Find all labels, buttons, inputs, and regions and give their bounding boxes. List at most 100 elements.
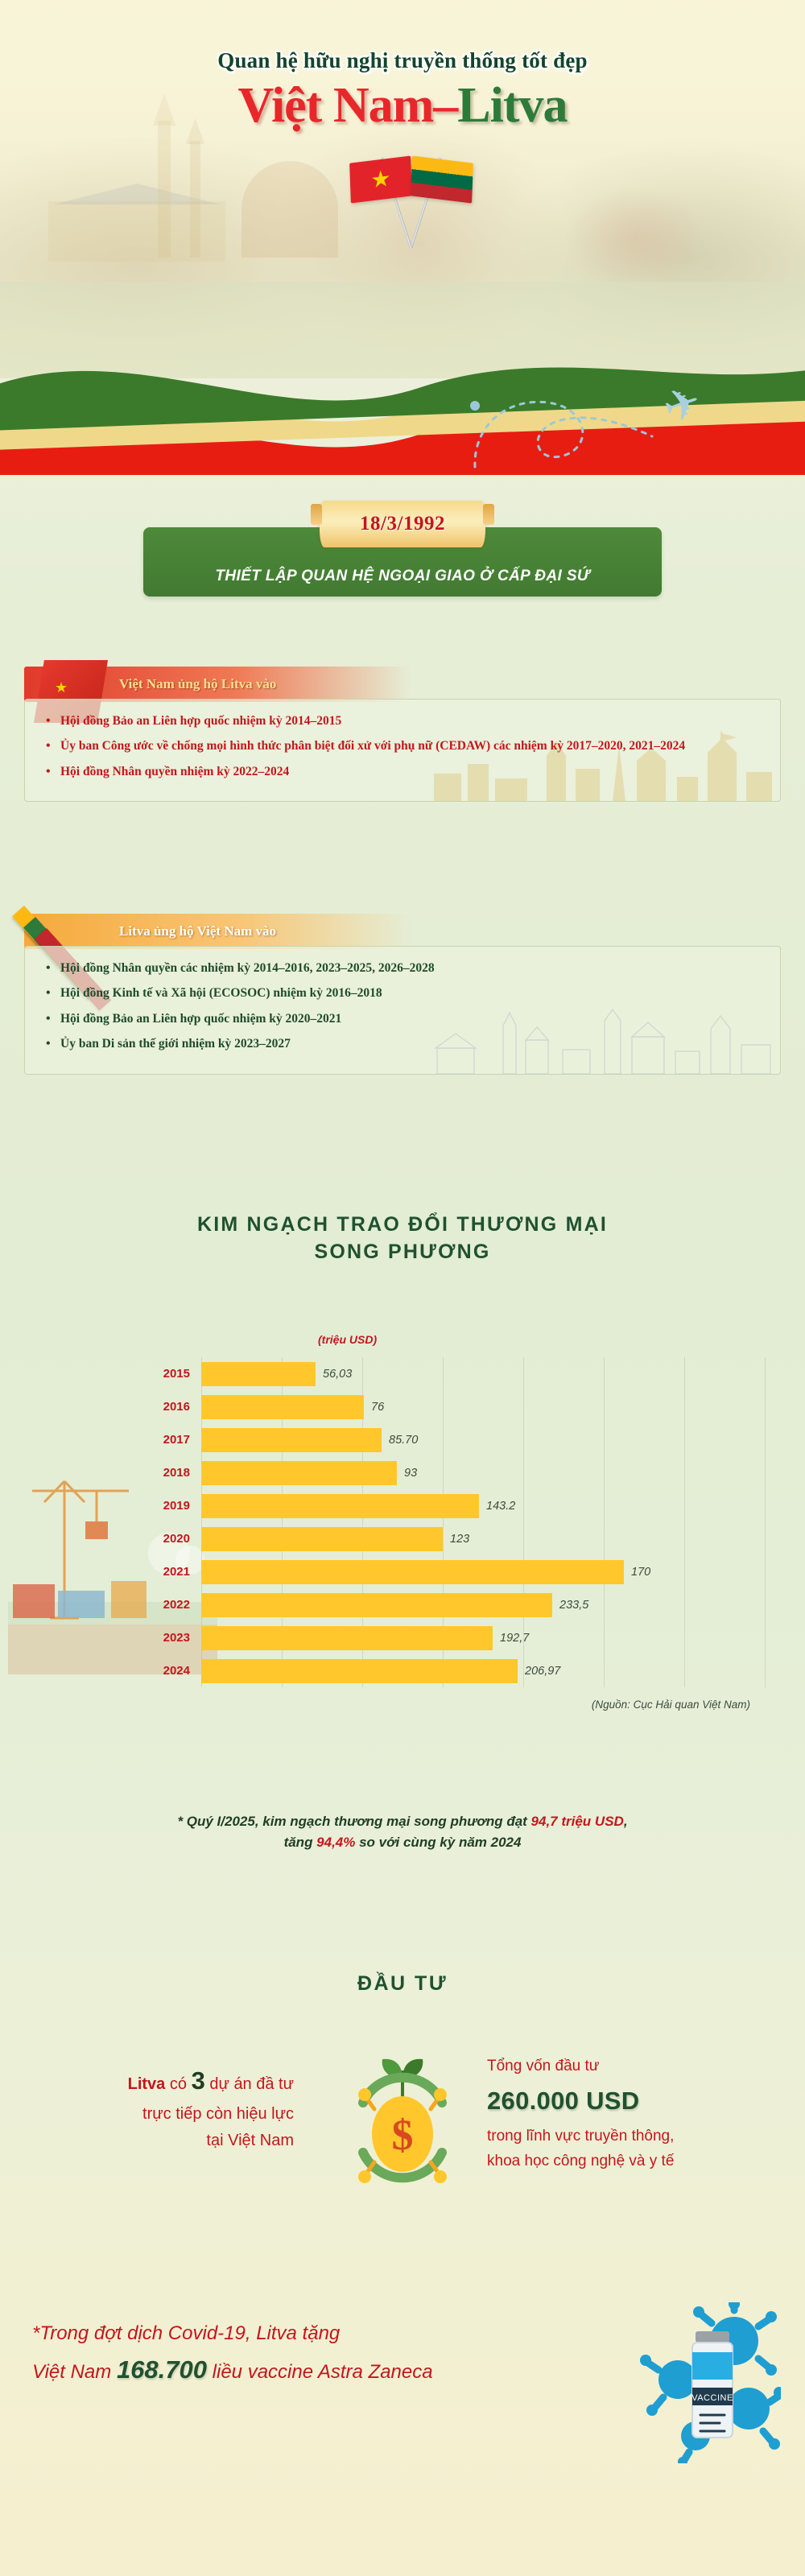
investment-left-line2: trực tiếp còn hiệu lực [142,2105,294,2124]
investment-right-text: Tổng vốn đầu tư 260.000 USD trong lĩnh v… [487,2054,777,2174]
chart-value-label: 170 [631,1565,651,1579]
vaccine-dose-count: 168.700 [116,2355,207,2384]
hero-title-lithuania: Litva [457,78,568,133]
hero-title-dash: – [433,78,458,133]
chart-year-label: 2016 [163,1400,190,1414]
chart-bar [201,1460,397,1485]
investment-heading: ĐẦU TƯ [357,1972,448,1995]
hero-kicker: Quan hệ hữu nghị truyền thống tốt đẹp [217,48,588,72]
chart-bar-row: 2024 206,97 [0,1654,805,1687]
card-list-vietnam: Hội đồng Bảo an Liên hợp quốc nhiệm kỳ 2… [46,712,762,782]
investment-right-line1: Tổng vốn đầu tư [487,2058,600,2074]
chart-bar-row: 2021 170 [0,1555,805,1588]
note-line1-part1: * Quý I/2025, kim ngạch thương mại song … [177,1814,531,1829]
chart-year-label: 2015 [163,1367,190,1381]
chart-year-label: 2021 [163,1565,190,1579]
chart-bar [201,1493,479,1518]
tricolor-wave-divider [0,322,805,475]
chart-bar [201,1658,518,1683]
chart-gridlines [201,1357,766,1687]
card-body-lithuania: Hội đồng Nhân quyền các nhiệm kỳ 2014–20… [24,946,781,1075]
card-lithuania-supports-vietnam: Litva ủng hộ Việt Nam vào [12,906,781,1075]
chart-bar-row: 2019 143.2 [0,1489,805,1522]
note-line1-part2: , [623,1814,628,1829]
card-list-lithuania: Hội đồng Nhân quyền các nhiệm kỳ 2014–20… [46,959,762,1054]
chart-title-line1: KIM NGẠCH TRAO ĐỔI THƯƠNG MẠI [196,1213,608,1236]
chart-bar-row: 2020 123 [0,1522,805,1555]
chart-value-label: 123 [450,1532,470,1546]
investment-left-mid: có [165,2075,192,2093]
hero-title: Việt Nam–Litva [0,77,805,134]
svg-text:$: $ [392,2111,414,2159]
chart-value-label: 93 [404,1466,418,1480]
list-item: Hội đồng Nhân quyền nhiệm kỳ 2022–2024 [46,762,762,782]
list-item: Hội đồng Bảo an Liên hợp quốc nhiệm kỳ 2… [46,1009,762,1029]
investment-left-rest: dự án đầ tư [204,2075,294,2093]
q1-2025-note: * Quý I/2025, kim ngạch thương mại song … [0,1811,805,1852]
chart-year-label: 2022 [163,1598,190,1612]
flag-star-icon: ★ [369,165,392,193]
chart-title-line2: SONG PHƯƠNG [314,1240,491,1263]
chart-bar-row: 2022 233,5 [0,1588,805,1621]
chart-year-label: 2020 [163,1532,190,1546]
chart-title: KIM NGẠCH TRAO ĐỔI THƯƠNG MẠI SONG PHƯƠN… [0,1212,805,1266]
establishment-banner: THIẾT LẬP QUAN HỆ NGOẠI GIAO Ở CẤP ĐẠI S… [143,527,662,597]
investment-left-text: Litva có 3 dự án đầ tư trực tiếp còn hiệ… [32,2061,294,2153]
chart-year-label: 2017 [163,1433,190,1447]
chart-bar [201,1592,552,1617]
chart-value-label: 206,97 [525,1664,561,1678]
vietnam-star-icon: ★ [55,679,68,696]
chart-bar [201,1394,364,1419]
crossed-flags-icon: ★ [342,153,479,250]
bilateral-trade-chart: (triệu USD) 2015 56,03 2016 76 2017 85.70 2018… [0,1328,805,1739]
list-item: Hội đồng Bảo an Liên hợp quốc nhiệm kỳ 2… [46,712,762,731]
chart-value-label: 56,03 [323,1367,353,1381]
vietnam-flag-icon: ★ [349,155,412,204]
vial-label: VACCINE [691,2393,733,2403]
chart-value-label: 85.70 [389,1433,419,1447]
chart-bar [201,1559,624,1584]
investment-coin-plant-icon: $ [358,2058,447,2183]
chart-bar-row: 2017 85.70 [0,1423,805,1456]
card-header-vietnam: ★ Việt Nam ủng hộ Litva vào [24,660,411,723]
list-item: Ủy ban Di sản thế giới nhiệm kỳ 2023–202… [46,1034,762,1054]
chart-bar-row: 2023 192,7 [0,1621,805,1654]
chart-bar-row: 2018 93 [0,1456,805,1489]
investment-left-line3: tại Việt Nam [206,2131,294,2149]
chart-value-label: 143.2 [486,1499,516,1513]
hero-banner: ★ Quan hệ hữu nghị truyền thống tốt đẹp … [0,0,805,378]
note-line2-part1: tăng [283,1834,317,1850]
investment-project-count: 3 [191,2066,205,2095]
card-vietnam-supports-lithuania: ★ Việt Nam ủng hộ Litva vào [24,660,781,803]
note-line2-part2: so với cùng kỳ năm 2024 [355,1834,522,1850]
card-header-lithuania: Litva ủng hộ Việt Nam vào [12,906,411,1011]
chart-bar [201,1526,443,1551]
list-item: Hội đồng Nhân quyền các nhiệm kỳ 2014–20… [46,959,762,978]
list-item: Ủy ban Công ước về chống mọi hình thức p… [46,737,762,756]
airplane-decoration: ✈ [451,376,708,469]
list-item: Hội đồng Kinh tế và Xã hội (ECOSOC) nhiệ… [46,984,762,1003]
chart-year-label: 2019 [163,1499,190,1513]
establishment-date: 18/3/1992 [360,513,445,535]
note-line1-highlight: 94,7 triệu USD [530,1814,624,1829]
chart-bar [201,1427,382,1452]
chart-bar [201,1625,493,1650]
construction-crane-illustration [8,1480,217,1674]
chart-rows: 2015 56,03 2016 76 2017 85.70 2018 93 2019 143.2 2… [0,1357,805,1687]
investment-total-amount: 260.000 USD [487,2086,640,2115]
vaccine-line1: *Trong đợt dịch Covid-19, Litva tặng [32,2322,341,2344]
lithuania-flag-icon [411,155,473,204]
note-line2-highlight: 94,4% [316,1834,356,1850]
establishment-caption: THIẾT LẬP QUAN HỆ NGOẠI GIAO Ở CẤP ĐẠI S… [215,568,590,584]
dotted-flight-path [470,400,654,469]
chart-year-label: 2024 [163,1664,190,1678]
investment-left-country: Litva [127,2075,166,2093]
vaccine-vial-icon: VACCINE [640,2302,781,2463]
vaccine-donation-text: *Trong đợt dịch Covid-19, Litva tặng Việ… [32,2318,612,2390]
chart-year-label: 2018 [163,1466,190,1480]
chart-bar [201,1361,316,1386]
vaccine-line2-part2: liều vaccine Astra Zaneca [207,2360,433,2383]
hero-title-vietnam: Việt Nam [237,78,434,133]
chart-unit-label: (triệu USD) [318,1333,378,1346]
vaccine-line2-part1: Việt Nam [32,2360,117,2383]
